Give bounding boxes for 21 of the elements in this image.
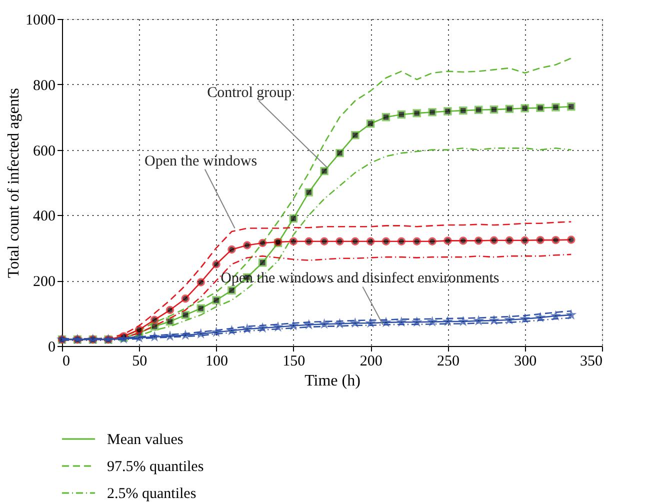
y-tick-label: 600 xyxy=(33,143,56,160)
x-tick-label: 0 xyxy=(62,354,70,370)
y-tick-label: 800 xyxy=(33,78,56,94)
x-tick-label: 250 xyxy=(436,354,460,370)
annotation: Control group xyxy=(207,84,292,101)
x-tick-label: 300 xyxy=(514,354,537,370)
legend-label: Mean values xyxy=(107,432,184,448)
y-tick-label: 400 xyxy=(33,208,56,225)
x-tick-label: 100 xyxy=(206,354,228,370)
legend-label: 97.5% quantiles xyxy=(107,459,204,475)
y-tick-label: 0 xyxy=(48,340,56,356)
y-axis-title: Total count of infected agents xyxy=(6,88,22,278)
x-tick-label: 200 xyxy=(360,354,382,370)
y-tick-label: 200 xyxy=(33,274,56,290)
y-tick-label: 1000 xyxy=(26,12,56,28)
legend-label: 2.5% quantiles xyxy=(107,486,196,502)
x-tick-label: 350 xyxy=(580,354,602,370)
x-tick-label: 50 xyxy=(132,354,148,370)
x-tick-label: 150 xyxy=(282,354,306,370)
annotation: Open the windows xyxy=(144,153,258,170)
x-axis-title: Time (h) xyxy=(304,372,360,390)
